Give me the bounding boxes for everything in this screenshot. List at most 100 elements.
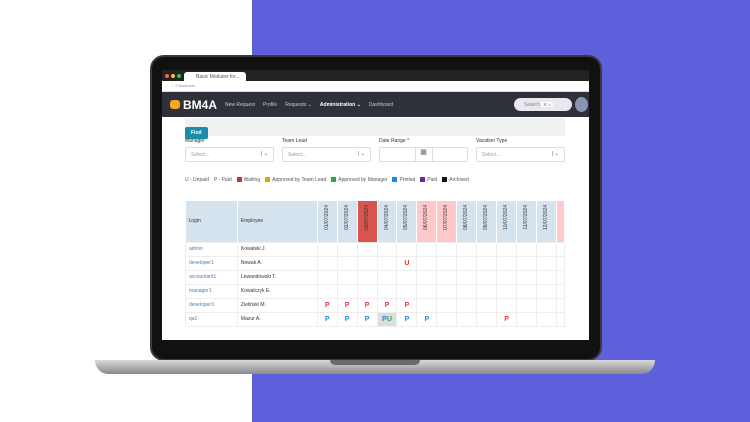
day-cell[interactable] <box>316 255 338 271</box>
day-cell[interactable]: P <box>356 311 378 327</box>
day-cell[interactable] <box>436 269 458 285</box>
day-cell[interactable] <box>336 255 358 271</box>
day-cell[interactable]: P <box>416 311 438 327</box>
logo[interactable]: BM4A <box>170 98 217 112</box>
day-cell[interactable] <box>416 241 438 257</box>
date-from[interactable] <box>380 148 415 161</box>
day-cell[interactable] <box>456 311 478 327</box>
day-cell[interactable] <box>416 283 438 299</box>
search-input[interactable]: Search ⌘ K <box>514 98 572 111</box>
day-cell[interactable] <box>535 255 557 271</box>
day-cell[interactable] <box>396 241 418 257</box>
day-cell[interactable] <box>516 311 537 327</box>
nav-administration[interactable]: Administration ⌄ <box>319 101 361 108</box>
day-cell[interactable] <box>336 283 358 299</box>
day-cell[interactable] <box>516 269 537 285</box>
day-cell[interactable] <box>376 283 398 299</box>
day-cell[interactable]: P <box>376 297 398 313</box>
minimize-window-icon[interactable] <box>171 74 175 78</box>
day-cell[interactable] <box>535 269 557 285</box>
day-cell[interactable] <box>396 283 418 299</box>
login-link[interactable]: manager1 <box>185 283 238 299</box>
day-cell[interactable] <box>555 297 566 313</box>
day-cell[interactable] <box>496 297 518 313</box>
day-cell[interactable] <box>476 255 498 271</box>
day-cell[interactable] <box>336 241 358 257</box>
maximize-window-icon[interactable] <box>177 74 181 78</box>
day-cell[interactable] <box>476 311 498 327</box>
day-cell[interactable] <box>535 241 557 257</box>
day-cell[interactable] <box>336 269 358 285</box>
day-cell[interactable] <box>555 241 566 257</box>
day-cell[interactable] <box>535 297 557 313</box>
day-cell[interactable]: P <box>336 311 358 327</box>
login-link[interactable]: qa1 <box>185 311 238 327</box>
day-cell[interactable] <box>516 255 537 271</box>
day-cell[interactable] <box>496 269 518 285</box>
day-cell[interactable] <box>555 283 566 299</box>
day-cell[interactable] <box>316 269 338 285</box>
day-cell[interactable] <box>416 255 438 271</box>
login-link[interactable]: admin <box>185 241 238 257</box>
day-cell[interactable] <box>356 241 378 257</box>
avatar[interactable] <box>575 97 588 112</box>
day-cell[interactable] <box>516 297 537 313</box>
day-cell[interactable] <box>436 255 458 271</box>
day-cell[interactable] <box>356 255 378 271</box>
vacation-type-select[interactable]: Select... | ⌄ <box>476 147 565 162</box>
day-cell[interactable] <box>555 255 566 271</box>
day-cell[interactable] <box>416 269 438 285</box>
day-cell[interactable] <box>356 283 378 299</box>
login-link[interactable]: accountant1 <box>185 269 238 285</box>
nav-new-request[interactable]: New Request <box>225 101 256 108</box>
address-bar[interactable]: ← → ⟳ bm4a.com <box>162 81 589 92</box>
day-cell[interactable] <box>356 269 378 285</box>
find-button[interactable]: Find <box>185 127 208 139</box>
date-range-input[interactable]: ▦ <box>379 147 468 162</box>
day-cell[interactable] <box>376 241 398 257</box>
day-cell[interactable] <box>316 241 338 257</box>
team-lead-select[interactable]: Select... | ⌄ <box>282 147 371 162</box>
day-cell[interactable] <box>555 311 566 327</box>
day-cell[interactable] <box>516 241 537 257</box>
day-cell[interactable]: PU <box>376 311 398 327</box>
calendar-icon[interactable]: ▦ <box>414 148 433 161</box>
day-cell[interactable] <box>535 311 557 327</box>
close-window-icon[interactable] <box>165 74 169 78</box>
day-cell[interactable] <box>436 241 458 257</box>
nav-dashboard[interactable]: Dashboard <box>368 101 394 108</box>
day-cell[interactable] <box>316 283 338 299</box>
day-cell[interactable] <box>456 241 478 257</box>
login-link[interactable]: developer3 <box>185 297 238 313</box>
day-cell[interactable] <box>516 283 537 299</box>
day-cell[interactable] <box>476 269 498 285</box>
day-cell[interactable]: P <box>316 297 338 313</box>
day-cell[interactable] <box>456 269 478 285</box>
browser-tab[interactable]: Basic Modules for... <box>184 72 246 81</box>
manager-select[interactable]: Select... | ⌄ <box>185 147 274 162</box>
day-cell[interactable] <box>476 297 498 313</box>
day-cell[interactable] <box>416 297 438 313</box>
day-cell[interactable] <box>456 297 478 313</box>
nav-requests[interactable]: Requests ⌄ <box>285 101 312 108</box>
nav-profile[interactable]: Profile <box>263 101 278 108</box>
day-cell[interactable] <box>436 297 458 313</box>
day-cell[interactable] <box>456 283 478 299</box>
day-cell[interactable] <box>496 255 518 271</box>
day-cell[interactable] <box>496 283 518 299</box>
day-cell[interactable] <box>476 283 498 299</box>
day-cell[interactable] <box>555 269 566 285</box>
date-to[interactable] <box>433 148 468 161</box>
day-cell[interactable]: P <box>356 297 378 313</box>
day-cell[interactable] <box>535 283 557 299</box>
day-cell[interactable] <box>496 241 518 257</box>
day-cell[interactable] <box>376 255 398 271</box>
day-cell[interactable] <box>436 311 458 327</box>
day-cell[interactable] <box>456 255 478 271</box>
login-link[interactable]: developer1 <box>185 255 238 271</box>
day-cell[interactable]: P <box>496 311 518 327</box>
day-cell[interactable]: P <box>316 311 338 327</box>
day-cell[interactable] <box>396 269 418 285</box>
day-cell[interactable] <box>376 269 398 285</box>
day-cell[interactable] <box>436 283 458 299</box>
